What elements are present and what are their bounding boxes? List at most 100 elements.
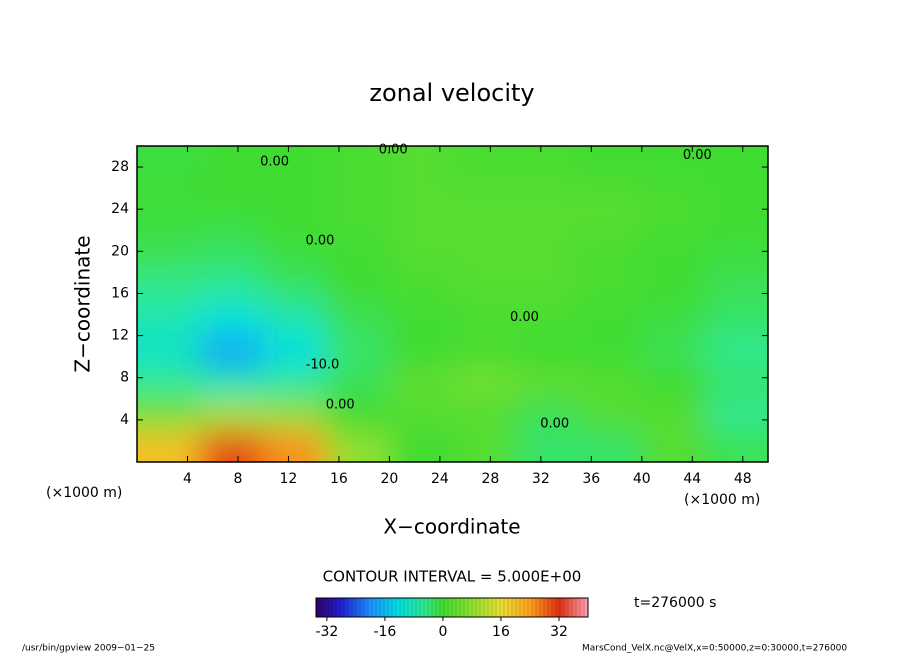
field-cell xyxy=(137,398,201,431)
field-cell xyxy=(641,430,706,462)
field-cell xyxy=(578,272,643,305)
x-tick-label: 12 xyxy=(280,471,298,487)
x-tick-label: 44 xyxy=(683,471,701,487)
field-cell xyxy=(578,430,643,462)
field-cell xyxy=(137,304,201,337)
field xyxy=(137,146,768,462)
x-tick-label: 36 xyxy=(582,471,600,487)
time-label: t=276000 s xyxy=(634,595,716,611)
field-cell xyxy=(515,146,580,179)
field-cell xyxy=(263,304,327,337)
field-cell xyxy=(326,272,390,305)
y-tick-label: 4 xyxy=(120,412,129,428)
field-cell xyxy=(389,177,453,210)
y-unit: (×1000 m) xyxy=(46,485,122,501)
field-cell xyxy=(578,398,643,431)
contour-label: 0.00 xyxy=(379,143,408,158)
field-cell xyxy=(704,146,768,179)
field-cell xyxy=(200,240,264,273)
field-cell xyxy=(641,272,706,305)
field-cell xyxy=(641,209,706,242)
field-cell xyxy=(452,335,517,368)
field-cell xyxy=(137,335,201,368)
y-tick-label: 20 xyxy=(111,243,129,259)
field-cell xyxy=(578,240,643,273)
x-axis-label: X−coordinate xyxy=(383,515,520,539)
x-tick-label: 40 xyxy=(633,471,651,487)
x-tick-label: 28 xyxy=(481,471,499,487)
field-cell xyxy=(389,398,453,431)
field-cell xyxy=(263,335,327,368)
field-cell xyxy=(326,398,390,431)
colorbar-tick-label: 32 xyxy=(550,624,568,640)
field-cell xyxy=(137,177,201,210)
footer-right: MarsCond_VelX.nc@VelX,x=0:50000,z=0:3000… xyxy=(582,644,847,654)
field-cell xyxy=(263,240,327,273)
field-cell xyxy=(704,304,768,337)
field-cell xyxy=(200,367,264,400)
contour-label: 0.00 xyxy=(260,154,289,169)
field-cell xyxy=(704,335,768,368)
field-cell xyxy=(200,146,264,179)
y-tick-label: 16 xyxy=(111,285,129,301)
field-cell xyxy=(200,209,264,242)
field-cell xyxy=(515,209,580,242)
footer-left: /usr/bin/gpview 2009−01−25 xyxy=(22,644,155,654)
field-cell xyxy=(452,177,517,210)
field-cell xyxy=(452,209,517,242)
plot-frame xyxy=(136,145,769,463)
field-cell xyxy=(326,367,390,400)
x-unit: (×1000 m) xyxy=(684,492,760,508)
field-cell xyxy=(641,177,706,210)
field-cells xyxy=(137,146,768,462)
contour-label: 0.00 xyxy=(326,398,355,413)
field-cell xyxy=(326,177,390,210)
field-cell xyxy=(452,304,517,337)
field-cell xyxy=(389,430,453,462)
x-tick-label: 20 xyxy=(380,471,398,487)
x-tick-label: 24 xyxy=(431,471,449,487)
field-cell xyxy=(641,146,706,179)
field-cell xyxy=(515,335,580,368)
field-cell xyxy=(137,209,201,242)
field-cell xyxy=(263,146,327,179)
field-cell xyxy=(452,240,517,273)
field-cell xyxy=(578,177,643,210)
colorbar-tick-label: 0 xyxy=(438,624,447,640)
field-cell xyxy=(200,177,264,210)
field-cell xyxy=(200,430,264,462)
y-tick-label: 8 xyxy=(120,370,129,386)
field-cell xyxy=(389,335,453,368)
colorbar-tick-label: 16 xyxy=(492,624,510,640)
field-cell xyxy=(704,398,768,431)
field-cell xyxy=(704,272,768,305)
y-tick-label: 12 xyxy=(111,328,129,344)
field-cell xyxy=(704,177,768,210)
field-cell xyxy=(515,430,580,462)
field-cell xyxy=(704,430,768,462)
contour-label: -10.0 xyxy=(306,358,340,373)
field-cell xyxy=(704,209,768,242)
field-cell xyxy=(137,367,201,400)
contour-interval: CONTOUR INTERVAL = 5.000E+00 xyxy=(323,568,582,586)
field-cell xyxy=(641,367,706,400)
field-cell xyxy=(515,367,580,400)
field-cell xyxy=(452,430,517,462)
field-cell xyxy=(263,272,327,305)
field-cell xyxy=(452,367,517,400)
field-cell xyxy=(326,240,390,273)
field-cell xyxy=(326,430,390,462)
field-cell xyxy=(263,367,327,400)
field-cell xyxy=(389,209,453,242)
x-tick-label: 32 xyxy=(532,471,550,487)
field-cell xyxy=(578,367,643,400)
y-tick-label: 24 xyxy=(111,201,129,217)
field-cell xyxy=(704,240,768,273)
colorbar-tick-label: -32 xyxy=(315,624,338,640)
field-cell xyxy=(515,398,580,431)
field-cell xyxy=(389,146,453,179)
y-tick-label: 28 xyxy=(111,159,129,175)
field-cell xyxy=(578,304,643,337)
field-cell xyxy=(641,240,706,273)
